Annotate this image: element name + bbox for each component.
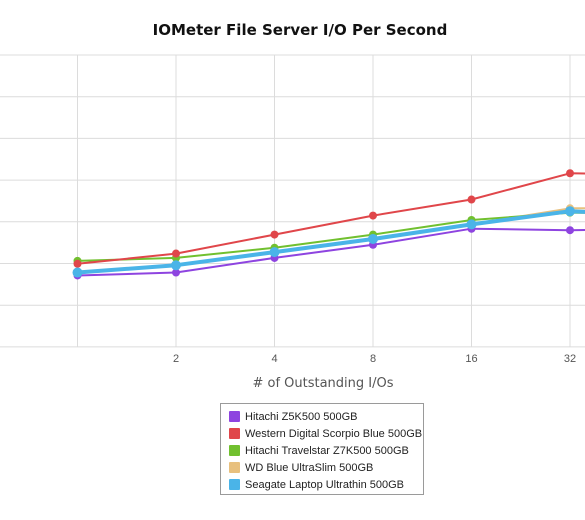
chart-title: IOMeter File Server I/O Per Second (153, 21, 448, 39)
legend-item: Seagate Laptop Ultrathin 500GB (229, 476, 423, 493)
data-point (171, 260, 181, 271)
x-tick-label: 32 (564, 353, 576, 365)
data-point (72, 267, 83, 278)
legend-label: Seagate Laptop Ultrathin 500GB (245, 478, 405, 491)
x-axis-label: # of Outstanding I/Os (252, 376, 393, 391)
data-point (369, 211, 377, 220)
legend-item: Hitachi Z5K500 500GB (229, 408, 423, 425)
x-tick-label: 16 (465, 353, 477, 365)
x-tick-label: 8 (370, 353, 376, 365)
legend-swatch (229, 479, 240, 490)
x-tick-labels: 248163264 (173, 353, 576, 365)
data-point (566, 169, 574, 178)
legend-swatch (229, 411, 240, 422)
legend-swatch (229, 445, 240, 456)
series-points (72, 169, 575, 280)
grid (0, 54, 585, 348)
legend: Hitachi Z5K500 500GB Western Digital Sco… (220, 403, 424, 495)
data-point (466, 219, 477, 230)
legend-label: Hitachi Travelstar Z7K500 500GB (245, 444, 409, 457)
data-point (270, 230, 279, 239)
series-lines (77, 172, 585, 277)
legend-swatch (229, 428, 240, 439)
x-tick-label: 2 (173, 353, 179, 365)
legend-item: Western Digital Scorpio Blue 500GB (229, 425, 423, 442)
data-point (565, 206, 575, 217)
legend-item: WD Blue UltraSlim 500GB (229, 459, 423, 476)
x-tick-label: 4 (271, 353, 277, 365)
legend-item: Hitachi Travelstar Z7K500 500GB (229, 442, 423, 459)
legend-label: WD Blue UltraSlim 500GB (245, 461, 374, 474)
data-point (368, 233, 378, 244)
data-point (269, 247, 280, 258)
data-point (566, 226, 574, 235)
legend-label: Hitachi Z5K500 500GB (245, 410, 358, 423)
data-point (73, 259, 82, 268)
legend-label: Western Digital Scorpio Blue 500GB (245, 427, 423, 440)
data-point (172, 268, 180, 277)
data-point (172, 249, 180, 258)
legend-swatch (229, 462, 240, 473)
data-point (467, 195, 476, 204)
